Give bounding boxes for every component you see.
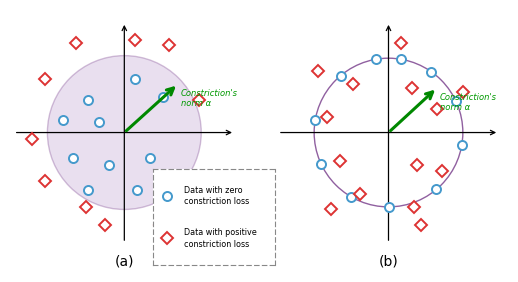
Circle shape	[48, 56, 201, 210]
Text: Constriction's
norm α: Constriction's norm α	[440, 93, 497, 112]
Text: (b): (b)	[379, 254, 398, 268]
Text: Data with positive
constriction loss: Data with positive constriction loss	[184, 228, 257, 249]
Text: Data with zero
constriction loss: Data with zero constriction loss	[184, 186, 250, 206]
Text: Constriction's
norm α: Constriction's norm α	[181, 89, 238, 108]
Text: (a): (a)	[114, 254, 134, 268]
